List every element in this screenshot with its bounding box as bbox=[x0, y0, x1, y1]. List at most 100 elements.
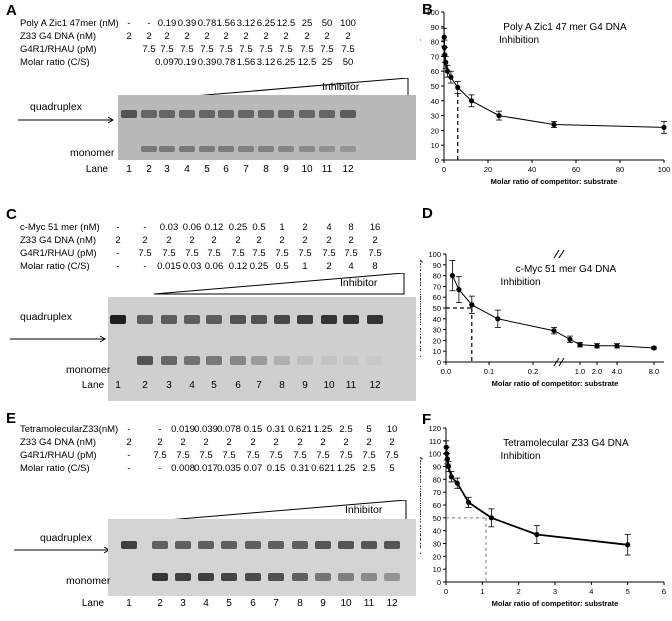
table-cell: 0.5 bbox=[275, 261, 289, 272]
table-cell: 2 bbox=[211, 235, 217, 246]
data-point bbox=[448, 74, 454, 80]
panel-c: C c-Myc 51 mer (nM) - -0.03 0.06 0.12 0.25 0.5… bbox=[0, 204, 420, 404]
table-cell: 2 bbox=[115, 235, 121, 246]
x-tick-label: 4.0 bbox=[612, 367, 622, 376]
table-cell: 2 bbox=[126, 31, 132, 42]
data-point bbox=[651, 345, 657, 351]
x-axis-title: Molar ratio of competitor: substrate bbox=[492, 379, 619, 388]
table-cell: 7.5 bbox=[298, 248, 312, 259]
monomer-band bbox=[251, 356, 267, 365]
gel-background bbox=[108, 297, 416, 401]
row-label: G4R1/RHAU (pM) bbox=[20, 248, 97, 259]
table-cell: - bbox=[127, 424, 131, 435]
table-cell: 0.31 bbox=[290, 463, 310, 474]
table-cell: 7.5 bbox=[344, 248, 358, 259]
data-point bbox=[444, 68, 451, 74]
table-cell: 4 bbox=[326, 222, 332, 233]
y-axis-title: Percent maximum activity bbox=[420, 455, 423, 554]
y-tick-label: 90 bbox=[431, 23, 439, 32]
table-cell: 50 bbox=[342, 57, 354, 68]
monomer-band bbox=[343, 356, 359, 365]
monomer-band bbox=[321, 356, 337, 365]
quadruplex-band bbox=[230, 315, 246, 324]
table-cell: 7.5 bbox=[341, 44, 355, 55]
table-cell: 8 bbox=[372, 261, 378, 272]
table-cell: 0.19 bbox=[177, 57, 197, 68]
table-cell: 7.5 bbox=[231, 248, 245, 259]
table-cell: 7.5 bbox=[138, 248, 152, 259]
lane-number: 11 bbox=[345, 380, 357, 391]
y-tick-label: 10 bbox=[433, 347, 441, 356]
table-cell: 0.03 bbox=[159, 222, 179, 233]
quadruplex-band bbox=[278, 110, 294, 118]
lane-row: Lane 1 2 3 4 5 6 7 8 9 10 11 12 bbox=[0, 380, 420, 394]
y-tick-label: 50 bbox=[433, 304, 441, 313]
lane-label: Lane bbox=[81, 598, 105, 609]
y-tick-label: 40 bbox=[431, 97, 439, 106]
quadruplex-band bbox=[315, 541, 331, 549]
quadruplex-band bbox=[152, 541, 168, 549]
table-cell: 2 bbox=[279, 235, 285, 246]
data-point bbox=[594, 343, 600, 349]
table-cell: 7.5 bbox=[219, 44, 233, 55]
series-line bbox=[452, 275, 655, 349]
monomer-band bbox=[340, 146, 356, 152]
monomer-band bbox=[278, 146, 294, 152]
table-cell: 7.5 bbox=[162, 248, 176, 259]
y-tick-label: 80 bbox=[433, 475, 441, 484]
table-cell: 2 bbox=[235, 235, 241, 246]
panel-letter: B bbox=[422, 1, 433, 18]
monomer-band bbox=[199, 146, 215, 152]
lane-number: 9 bbox=[302, 380, 308, 391]
monomer-band bbox=[274, 356, 290, 365]
monomer-band bbox=[152, 573, 168, 581]
table-cell: 2 bbox=[345, 31, 351, 42]
table-cell: 10 bbox=[386, 424, 398, 435]
table-cell: 4 bbox=[348, 261, 354, 272]
table-cell: 2 bbox=[223, 31, 229, 42]
panel-a: A Poly A Zic1 47mer (nM) - -0.19 0.39 0.78 1.… bbox=[0, 0, 420, 200]
lane-number: 10 bbox=[323, 380, 335, 391]
table-cell: 0.621 bbox=[311, 463, 335, 474]
table-cell: 0.78 bbox=[216, 57, 236, 68]
x-tick-label: 2.0 bbox=[592, 367, 602, 376]
y-tick-label: 60 bbox=[433, 293, 441, 302]
quadruplex-band bbox=[161, 315, 177, 324]
table-cell: 7.5 bbox=[269, 450, 283, 461]
lane-number: 1 bbox=[126, 164, 132, 175]
y-tick-label: 50 bbox=[433, 514, 441, 523]
table-cell: 0.25 bbox=[249, 261, 269, 272]
table-cell: - bbox=[158, 463, 162, 474]
table-cell: 7.5 bbox=[176, 450, 190, 461]
lane-number: 9 bbox=[283, 164, 289, 175]
table-cell: 2.5 bbox=[339, 424, 353, 435]
quadruplex-band bbox=[268, 541, 284, 549]
table-cell: 2 bbox=[189, 235, 195, 246]
table-cell: 2 bbox=[283, 31, 289, 42]
lane-number: 11 bbox=[321, 164, 333, 175]
table-cell: - bbox=[147, 18, 151, 29]
monomer-band bbox=[319, 146, 335, 152]
lane-number: 12 bbox=[386, 598, 398, 609]
quadruplex-band bbox=[251, 315, 267, 324]
monomer-band bbox=[297, 356, 313, 365]
table-cell: 0.078 bbox=[217, 424, 241, 435]
x-tick-label: 20 bbox=[484, 165, 492, 174]
quadruplex-band bbox=[238, 110, 254, 118]
chart-b: B Percent maximum activity Molar ratio of … bbox=[412, 0, 672, 200]
quadruplex-band bbox=[198, 541, 214, 549]
table-cell: 7.5 bbox=[368, 248, 382, 259]
monomer-band bbox=[206, 356, 222, 365]
table-cell: 1.56 bbox=[216, 18, 236, 29]
table-cell: - bbox=[158, 424, 162, 435]
chart-title-line2: Inhibition bbox=[501, 451, 541, 462]
row-label: Z33 G4 DNA (nM) bbox=[20, 437, 97, 448]
table-cell: 7.5 bbox=[185, 248, 199, 259]
data-point bbox=[445, 463, 452, 470]
chart-f: F Percent maximum activity Molar ratio of … bbox=[414, 408, 672, 616]
table-cell: 2 bbox=[250, 437, 256, 448]
quadruplex-band bbox=[319, 110, 335, 118]
table-cell: 25 bbox=[321, 57, 333, 68]
table-cell: 2 bbox=[326, 261, 332, 272]
monomer-band bbox=[159, 146, 175, 152]
